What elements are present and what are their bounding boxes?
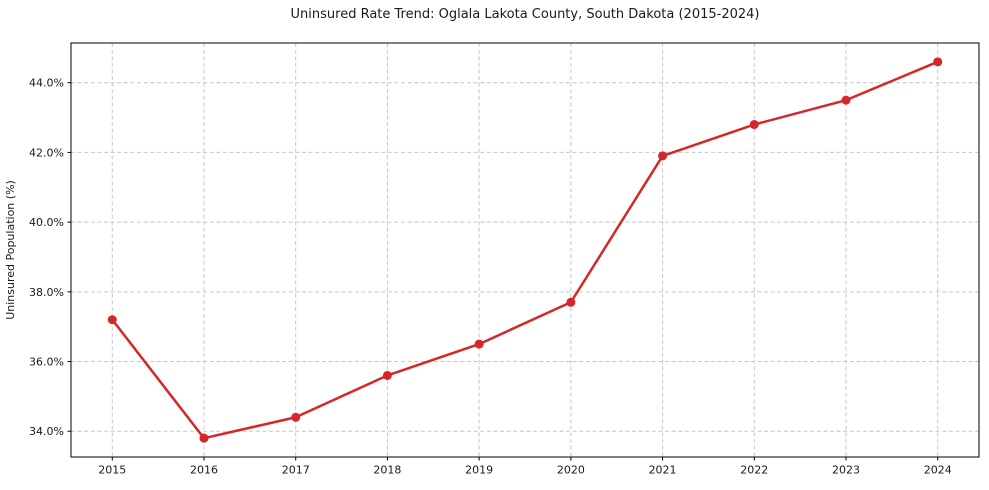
x-tick-label: 2021 xyxy=(649,464,677,477)
x-tick-label: 2020 xyxy=(557,464,585,477)
x-tick-label: 2015 xyxy=(98,464,126,477)
x-tick-label: 2018 xyxy=(373,464,401,477)
y-tick-label: 44.0% xyxy=(29,77,64,90)
x-tick-label: 2016 xyxy=(190,464,218,477)
data-point xyxy=(199,433,209,443)
x-tick-label: 2017 xyxy=(282,464,310,477)
data-point xyxy=(933,57,943,67)
x-tick-label: 2024 xyxy=(924,464,952,477)
data-point xyxy=(382,370,392,380)
x-tick-label: 2023 xyxy=(832,464,860,477)
x-tick-label: 2022 xyxy=(740,464,768,477)
data-point xyxy=(749,120,759,130)
data-point xyxy=(658,151,668,161)
data-point xyxy=(107,315,117,325)
y-tick-label: 38.0% xyxy=(29,286,64,299)
y-tick-label: 40.0% xyxy=(29,216,64,229)
y-tick-label: 42.0% xyxy=(29,146,64,159)
y-axis-label: Uninsured Population (%) xyxy=(4,180,17,320)
trend-line xyxy=(111,60,939,440)
data-point xyxy=(566,297,576,307)
data-point xyxy=(291,412,301,422)
chart-title: Uninsured Rate Trend: Oglala Lakota Coun… xyxy=(290,7,760,22)
plot-border xyxy=(70,42,980,458)
data-point xyxy=(474,339,484,349)
y-tick-label: 34.0% xyxy=(29,425,64,438)
y-tick-label: 36.0% xyxy=(29,356,64,369)
x-tick-label: 2019 xyxy=(465,464,493,477)
data-point xyxy=(841,95,851,105)
